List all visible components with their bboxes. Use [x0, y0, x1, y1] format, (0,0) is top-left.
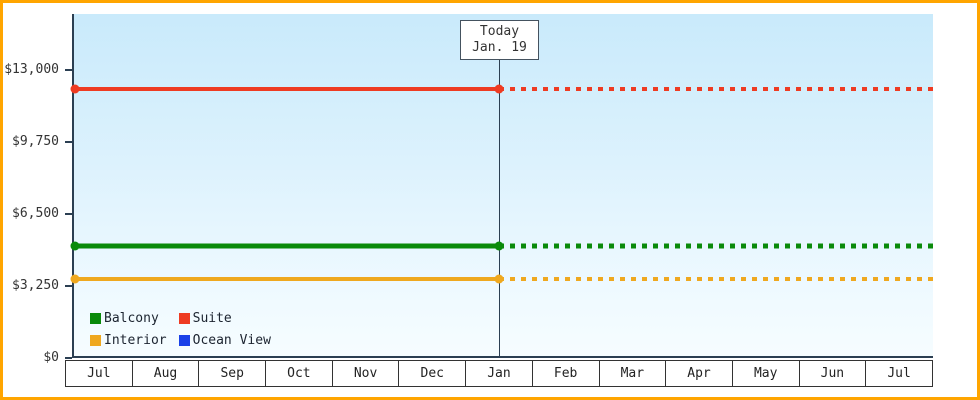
- x-axis-month-cell: Sep: [198, 360, 267, 387]
- legend-label-balcony: Balcony: [104, 311, 159, 326]
- x-axis-month-cell: Nov: [331, 360, 400, 387]
- series-start-marker: [70, 241, 80, 251]
- legend-label-interior: Interior: [104, 333, 167, 348]
- x-axis-month-cell: Jan: [465, 360, 533, 387]
- y-tick-0: $0: [3, 350, 72, 366]
- y-tick-mark: [65, 357, 72, 359]
- x-axis-month-cell: Jul: [865, 360, 933, 387]
- legend-swatch-ocean-view: [178, 335, 190, 346]
- x-axis-month-cell: Aug: [131, 360, 200, 387]
- today-label-box: Today Jan. 19: [460, 20, 539, 60]
- y-tick-9750: $9,750: [3, 134, 72, 150]
- x-axis-month-cell: Apr: [665, 360, 733, 387]
- x-axis-month-cell: Feb: [531, 360, 600, 387]
- series-start-marker: [70, 274, 80, 284]
- y-tick-label: $9,750: [12, 134, 59, 149]
- x-axis-month-row: Jul Aug Sep Oct Nov Dec Jan Feb Mar Apr …: [65, 360, 933, 387]
- series-dotted-segment: [499, 86, 933, 91]
- legend-label-ocean-view: Ocean View: [192, 333, 271, 348]
- x-axis-month-cell: Oct: [265, 360, 333, 387]
- legend-swatch-balcony: [90, 313, 101, 324]
- legend-swatch-suite: [178, 313, 190, 324]
- series-today-marker: [494, 241, 504, 251]
- series-dotted-segment: [499, 243, 933, 249]
- y-tick-13000: $13,000: [3, 62, 72, 78]
- y-tick-mark: [65, 141, 72, 143]
- today-vertical-line: [499, 58, 500, 356]
- x-axis-month-cell: May: [731, 360, 800, 387]
- y-tick-mark: [65, 213, 72, 215]
- series-dotted-segment: [499, 277, 933, 282]
- legend-swatch-interior: [90, 335, 101, 346]
- y-tick-label: $0: [43, 350, 59, 365]
- series-start-marker: [70, 84, 80, 94]
- legend-label-suite: Suite: [192, 311, 232, 326]
- x-axis-month-cell: Jul: [65, 360, 133, 387]
- today-label-title: Today: [479, 24, 520, 39]
- y-tick-label: $6,500: [12, 206, 59, 221]
- legend-item-balcony: Balcony: [90, 311, 167, 326]
- y-tick-mark: [65, 285, 72, 287]
- legend-item-interior: Interior: [90, 333, 167, 348]
- y-tick-6500: $6,500: [3, 206, 72, 222]
- today-label-date: Jan. 19: [472, 40, 527, 55]
- series-solid-segment: [74, 243, 499, 249]
- series-today-marker: [494, 274, 504, 284]
- x-axis-month-cell: Dec: [398, 360, 467, 387]
- legend-item-ocean-view: Ocean View: [178, 333, 271, 348]
- x-axis-month-cell: Mar: [598, 360, 667, 387]
- y-tick-label: $3,250: [12, 278, 59, 293]
- y-tick-label: $13,000: [4, 62, 59, 77]
- y-tick-mark: [65, 69, 72, 71]
- series-today-marker: [494, 84, 504, 94]
- legend-item-suite: Suite: [178, 311, 271, 326]
- y-tick-3250: $3,250: [3, 278, 72, 294]
- legend: Balcony Suite Interior Ocean View: [90, 311, 271, 348]
- series-solid-segment: [74, 277, 499, 282]
- series-solid-segment: [74, 86, 499, 91]
- x-axis-month-cell: Jun: [798, 360, 867, 387]
- plot-area: Today Jan. 19 Balcony Suite Interior Oce…: [70, 14, 933, 358]
